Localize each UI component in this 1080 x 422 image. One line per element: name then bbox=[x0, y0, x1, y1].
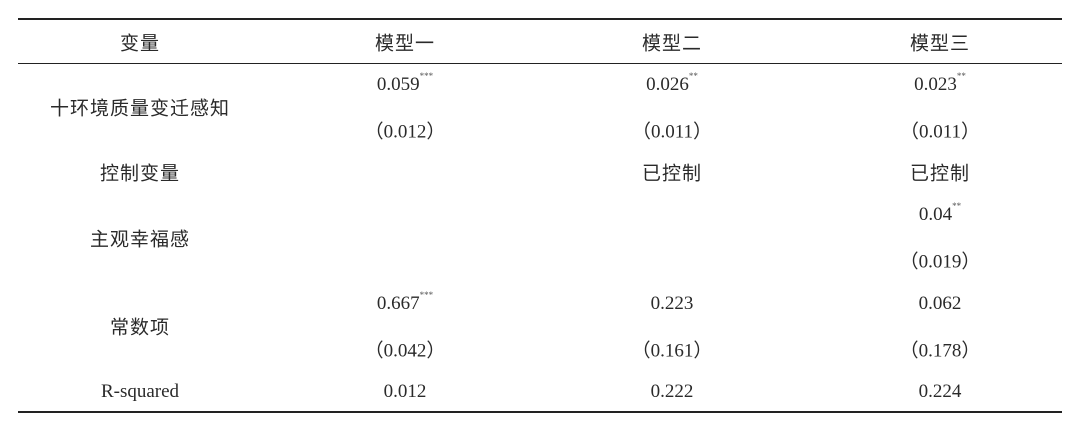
std-error: （0.012） bbox=[364, 121, 446, 143]
cell: 已控制 bbox=[909, 163, 971, 185]
header-variable: 变量 bbox=[119, 33, 161, 55]
coef: 0.023** bbox=[914, 71, 966, 95]
bottom-rule bbox=[18, 411, 1062, 413]
header-model-1: 模型一 bbox=[374, 33, 436, 55]
std-error: （0.011） bbox=[631, 121, 713, 143]
cell: 已控制 bbox=[641, 163, 703, 185]
top-rule bbox=[18, 18, 1062, 20]
std-error: （0.019） bbox=[899, 251, 981, 273]
cell: 0.222 bbox=[650, 381, 694, 402]
coef: 0.026** bbox=[646, 71, 698, 95]
std-error: （0.178） bbox=[899, 340, 981, 362]
coef: 0.667*** bbox=[376, 290, 434, 314]
row-label: 控制变量 bbox=[99, 163, 181, 185]
row-label: 十环境质量变迁感知 bbox=[49, 98, 231, 120]
coef: 0.223 bbox=[650, 293, 694, 314]
row-label: 主观幸福感 bbox=[89, 229, 191, 251]
header-rule bbox=[18, 63, 1062, 64]
cell: 0.224 bbox=[918, 381, 962, 402]
std-error: （0.011） bbox=[899, 121, 981, 143]
cell: 0.012 bbox=[383, 381, 427, 402]
row-label: R-squared bbox=[100, 381, 180, 402]
std-error: （0.042） bbox=[364, 340, 446, 362]
coef: 0.062 bbox=[918, 293, 962, 314]
row-label: 常数项 bbox=[109, 317, 171, 339]
coef: 0.04** bbox=[918, 201, 962, 225]
coef: 0.059*** bbox=[376, 71, 434, 95]
header-model-2: 模型二 bbox=[641, 33, 703, 55]
std-error: （0.161） bbox=[631, 340, 713, 362]
header-model-3: 模型三 bbox=[909, 33, 971, 55]
